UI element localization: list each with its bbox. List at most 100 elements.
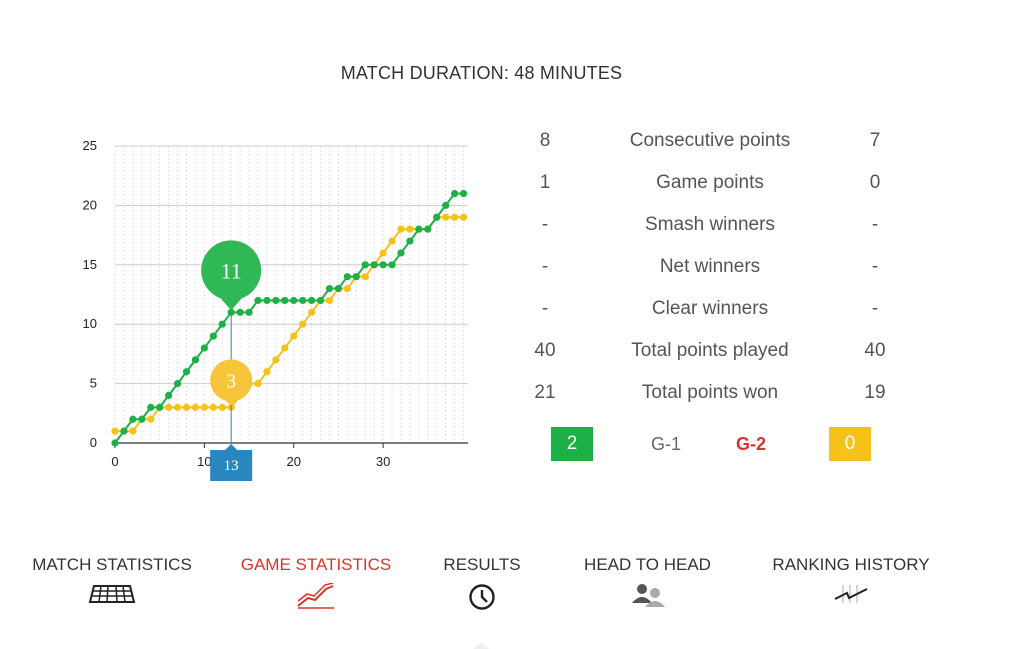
bottom-nav: MATCH STATISTICS GAME STATISTICS RESULTS… <box>0 555 1023 625</box>
stat-right-value: - <box>871 256 879 277</box>
stat-label: Total points played <box>631 340 789 361</box>
page-title: MATCH DURATION: 48 MINUTES <box>340 63 623 83</box>
data-point <box>397 249 405 257</box>
left-games-won-badge: 2 <box>551 427 593 461</box>
x-label-value: 13 <box>224 458 239 474</box>
data-point <box>263 368 271 376</box>
data-point <box>254 380 262 388</box>
stat-right-value: 0 <box>869 172 881 193</box>
data-point <box>147 403 155 411</box>
data-point <box>209 403 217 411</box>
y-tick-label: 5 <box>90 376 97 391</box>
game-2-tab[interactable]: G-2 <box>736 434 767 454</box>
stat-label: Smash winners <box>645 214 775 235</box>
data-point <box>361 273 369 281</box>
green-marker-value: 11 <box>221 258 242 283</box>
data-point <box>388 237 396 245</box>
data-point <box>227 308 235 316</box>
nav-label: GAME STATISTICS <box>240 555 392 574</box>
data-point <box>182 403 191 411</box>
data-point <box>370 261 378 269</box>
data-point <box>218 403 226 411</box>
yellow-marker-value: 3 <box>226 370 236 392</box>
stat-row: 21 Total points won 19 <box>505 372 915 414</box>
data-point <box>388 261 396 269</box>
data-point <box>406 225 414 233</box>
nav-ranking-history[interactable]: RANKING HISTORY <box>771 555 931 605</box>
data-point <box>165 391 173 400</box>
data-point <box>352 273 360 281</box>
data-point <box>263 296 271 305</box>
x-tick-label: 10 <box>197 454 211 469</box>
data-point <box>209 332 217 340</box>
stat-label: Clear winners <box>651 298 769 319</box>
nav-results[interactable]: RESULTS <box>432 555 532 611</box>
nav-game-statistics[interactable]: GAME STATISTICS <box>236 555 396 609</box>
data-point <box>325 296 334 305</box>
stat-right-value: 7 <box>869 130 881 151</box>
data-point <box>415 225 423 233</box>
stats-table: 8 Consecutive points 7 1 Game points 0 -… <box>505 120 915 414</box>
y-tick-label: 20 <box>83 197 97 212</box>
data-point <box>397 225 405 233</box>
stat-row: 40 Total points played 40 <box>505 330 915 372</box>
y-tick-label: 10 <box>83 316 97 331</box>
nav-match-statistics[interactable]: MATCH STATISTICS <box>32 555 192 605</box>
x-tick-label: 20 <box>286 454 300 469</box>
users-icon <box>631 584 665 607</box>
data-point <box>459 213 468 221</box>
stat-left-value: 1 <box>539 172 551 193</box>
data-point <box>442 213 450 221</box>
nav-label: RANKING HISTORY <box>772 555 930 574</box>
y-tick-label: 0 <box>90 435 97 450</box>
data-point <box>111 439 119 447</box>
game-selector: 2 G-1 G-2 0 <box>505 427 915 461</box>
data-point <box>111 427 119 435</box>
data-point <box>450 213 459 221</box>
grid-icon <box>88 585 136 603</box>
data-point <box>129 427 137 435</box>
series-line <box>115 216 464 433</box>
x-tick-label: 0 <box>111 454 118 469</box>
data-point <box>156 403 164 411</box>
x-label-caret <box>225 444 238 450</box>
series-line <box>114 192 464 444</box>
data-point <box>450 189 459 198</box>
data-point <box>406 237 414 245</box>
stat-right-value: - <box>871 214 879 235</box>
stat-row: 1 Game points 0 <box>505 162 915 204</box>
stat-left-value: 21 <box>534 382 556 403</box>
clock-icon <box>469 584 495 610</box>
data-point <box>459 189 468 198</box>
stat-left-value: 40 <box>534 340 556 361</box>
stat-right-value: 40 <box>864 340 886 361</box>
stat-left-value: - <box>541 298 549 319</box>
data-point <box>433 213 441 221</box>
stat-row: - Clear winners - <box>505 288 915 330</box>
points-progression-chart: 0 5 10 15 20 25 0 10 20 30 11 3 13 <box>83 138 468 481</box>
data-point <box>290 296 298 305</box>
green-marker-pin <box>201 240 262 301</box>
nav-head-to-head[interactable]: HEAD TO HEAD <box>580 555 715 607</box>
data-point <box>299 320 307 328</box>
ranking-icon <box>834 585 868 603</box>
data-point <box>173 403 182 411</box>
stat-label: Total points won <box>641 382 779 403</box>
game-1-tab[interactable]: G-1 <box>651 434 682 454</box>
data-point <box>120 427 128 435</box>
nav-label: MATCH STATISTICS <box>32 555 192 574</box>
x-label-box <box>210 450 253 481</box>
data-point <box>361 261 369 269</box>
data-point <box>272 356 280 364</box>
chart-lines-icon <box>297 583 334 609</box>
stat-row: - Smash winners - <box>505 204 915 246</box>
data-point <box>200 403 208 411</box>
data-point <box>254 296 262 305</box>
yellow-marker-pin <box>210 359 253 402</box>
data-point <box>316 296 325 305</box>
data-point <box>138 415 146 423</box>
stat-label: Game points <box>656 172 764 193</box>
stat-label: Net winners <box>659 256 761 277</box>
x-tick-label: 30 <box>376 454 390 469</box>
nav-pointer-caret <box>473 643 489 649</box>
